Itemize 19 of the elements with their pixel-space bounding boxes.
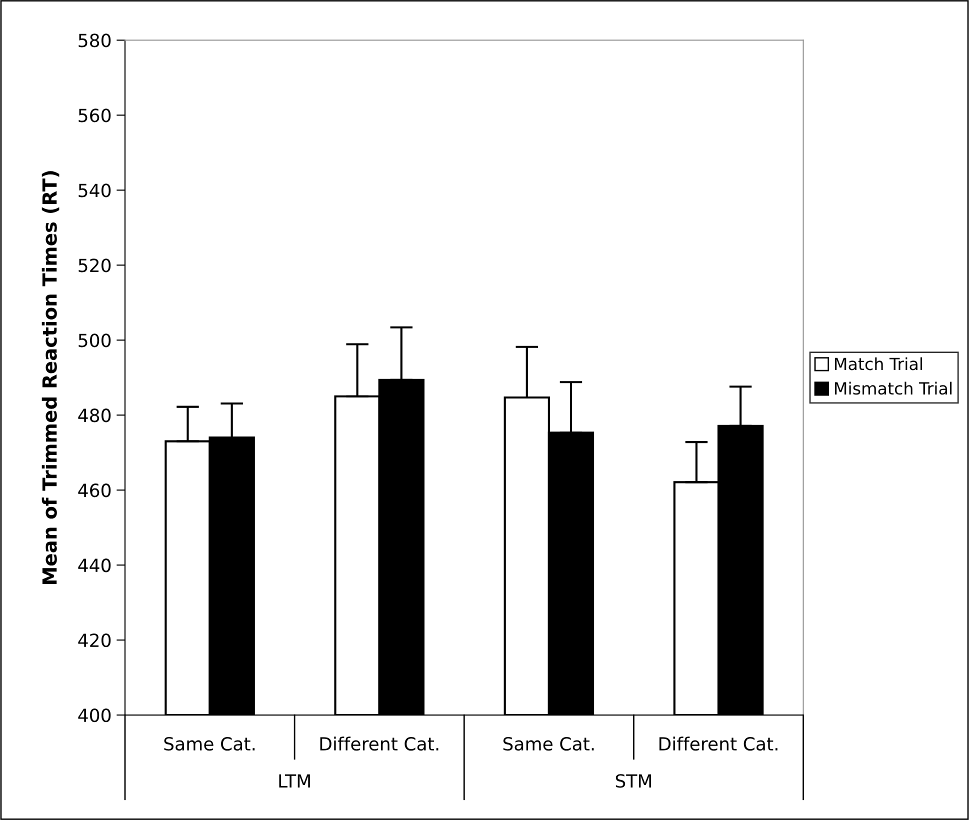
- legend-label: Mismatch Trial: [834, 382, 952, 395]
- y-axis-title: Mean of Trimmed Reaction Times (RT): [42, 171, 60, 584]
- legend-label: Match Trial: [834, 357, 922, 370]
- y-tick-label: 400: [78, 708, 111, 722]
- y-tick-label: 560: [78, 108, 111, 122]
- x-tick-label: Different Cat.: [659, 736, 778, 751]
- y-tick-label: 420: [78, 634, 111, 648]
- x-tick-label: Same Cat.: [164, 736, 255, 751]
- y-tick-label: 460: [78, 484, 111, 498]
- y-tick-label: 520: [78, 258, 111, 272]
- y-tick-label: 540: [78, 184, 111, 198]
- x-tick-label: Same Cat.: [503, 736, 594, 751]
- y-tick-label: 480: [78, 408, 111, 422]
- y-tick-label: 580: [78, 34, 111, 48]
- text: LTM: [279, 774, 310, 788]
- y-tick-label: 440: [78, 558, 111, 572]
- y-tick-label: 500: [78, 334, 111, 348]
- text: STM: [616, 774, 651, 788]
- x-tick-label: Different Cat.: [320, 736, 438, 751]
